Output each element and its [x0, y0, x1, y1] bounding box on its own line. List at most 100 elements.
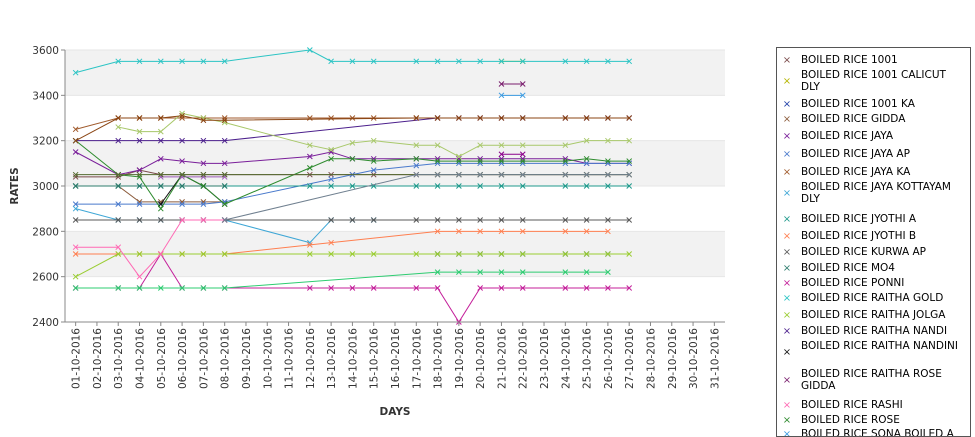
data-point	[115, 137, 122, 144]
data-point	[306, 142, 313, 149]
legend-marker-icon: ×	[782, 429, 792, 437]
data-point	[626, 58, 633, 65]
legend-marker-icon: ×	[782, 55, 792, 66]
legend-marker-icon: ×	[782, 149, 792, 160]
data-point	[306, 153, 313, 160]
data-point	[605, 217, 611, 223]
legend-marker-icon: ×	[782, 114, 792, 125]
data-point	[498, 155, 505, 162]
data-point	[605, 137, 611, 144]
data-point	[328, 155, 334, 162]
data-point	[115, 201, 122, 207]
data-point	[200, 251, 207, 257]
x-tick-label: 11-10-2016	[284, 328, 296, 389]
data-point	[413, 171, 420, 178]
y-tick-label: 3400	[32, 90, 59, 102]
data-point	[115, 115, 122, 121]
data-point	[562, 171, 569, 178]
legend-marker-icon: ×	[782, 310, 792, 321]
x-tick-label: 06-10-2016	[177, 328, 189, 389]
legend-item: × BOILED RICE JAYA KOTTAYAM DLY	[777, 181, 970, 206]
data-point	[115, 58, 122, 65]
data-point	[370, 137, 377, 144]
data-point	[328, 115, 334, 121]
data-point	[477, 155, 484, 162]
legend-item: × BOILED RICE RAITHA NANDINI	[777, 340, 970, 365]
legend-marker-icon: ×	[782, 214, 792, 225]
data-point	[72, 244, 79, 251]
data-point	[136, 199, 143, 205]
data-point	[519, 183, 526, 189]
data-point	[413, 162, 420, 169]
legend-item: × BOILED RICE 1001 CALICUT DLY	[777, 69, 970, 94]
data-point	[221, 174, 228, 180]
legend-marker-icon: ×	[782, 326, 792, 337]
data-point	[605, 183, 611, 189]
legend-item: × BOILED RICE MO4	[777, 262, 970, 274]
x-tick-label: 22-10-2016	[518, 328, 530, 389]
legend-label: BOILED RICE RAITHA JOLGA	[801, 309, 946, 321]
legend-item: × BOILED RICE JYOTHI B	[777, 230, 970, 242]
data-point	[477, 58, 484, 65]
legend-label: BOILED RICE 1001	[801, 54, 898, 66]
data-point	[562, 58, 569, 65]
legend-label: BOILED RICE JAYA KA	[801, 166, 911, 178]
data-point	[328, 217, 334, 223]
data-point	[157, 58, 164, 65]
data-point	[72, 205, 79, 212]
x-tick-label: 29-10-2016	[667, 328, 679, 389]
legend-label: BOILED RICE PONNI	[801, 277, 905, 289]
series-boiled-rice-jaya-ap	[72, 160, 633, 207]
legend-item: × BOILED RICE SONA BOILED A	[777, 428, 970, 437]
data-point	[136, 285, 143, 291]
data-point	[519, 151, 526, 158]
data-point	[157, 205, 164, 212]
data-point	[477, 217, 484, 223]
data-point	[434, 160, 441, 167]
data-point	[221, 160, 228, 167]
x-tick-label: 02-10-2016	[92, 328, 104, 389]
data-point	[157, 155, 164, 162]
data-point	[221, 58, 228, 65]
data-point	[456, 58, 462, 65]
data-point	[157, 217, 164, 223]
data-point	[328, 58, 334, 65]
data-point	[477, 251, 484, 257]
data-point	[179, 183, 185, 189]
data-point	[519, 285, 526, 291]
legend-label: BOILED RICE RASHI	[801, 399, 903, 411]
data-point	[115, 124, 122, 130]
data-point	[519, 158, 526, 164]
grid-band	[65, 50, 725, 96]
x-tick-label: 15-10-2016	[369, 328, 381, 389]
data-point	[562, 251, 569, 257]
data-point	[179, 201, 185, 207]
legend: × BOILED RICE 1001 × BOILED RICE 1001 CALIC…	[776, 47, 971, 437]
data-point	[477, 285, 484, 291]
data-point	[72, 285, 79, 291]
data-point	[136, 251, 143, 257]
legend-label: BOILED RICE 1001 CALICUT DLY	[801, 69, 946, 93]
data-point	[477, 171, 484, 178]
x-tick-label: 05-10-2016	[156, 328, 168, 389]
data-point	[626, 285, 633, 291]
data-point	[434, 158, 441, 164]
legend-marker-icon: ×	[782, 131, 792, 142]
data-point	[605, 158, 611, 164]
data-point	[200, 174, 207, 180]
data-point	[456, 171, 462, 178]
data-point	[583, 137, 590, 144]
legend-marker-icon: ×	[782, 278, 792, 289]
data-point	[562, 183, 569, 189]
data-point	[519, 92, 526, 99]
data-point	[583, 160, 590, 167]
series-line	[118, 112, 630, 158]
x-tick-label: 31-10-2016	[709, 328, 721, 389]
data-point	[72, 171, 79, 178]
data-point	[136, 273, 143, 280]
series-boiled-rice-raitha-jolga	[72, 251, 633, 280]
data-point	[370, 285, 377, 291]
legend-marker-icon: ×	[782, 375, 792, 386]
legend-label: BOILED RICE JAYA AP	[801, 148, 910, 160]
legend-item: × BOILED RICE JAYA KA	[777, 166, 970, 178]
